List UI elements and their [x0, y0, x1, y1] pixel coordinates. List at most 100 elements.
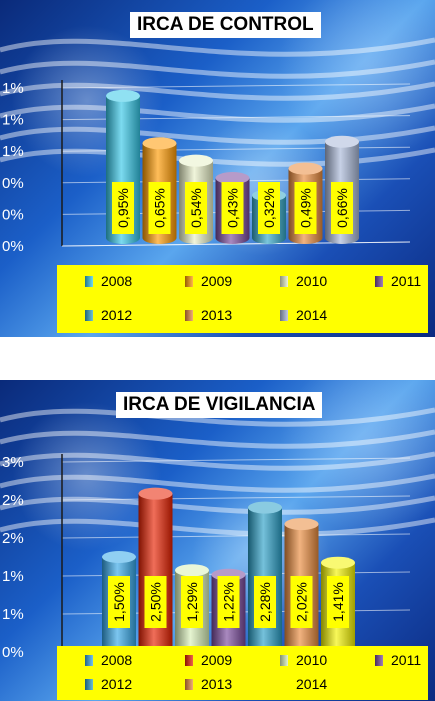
data-label: 1,29%	[184, 582, 200, 622]
bar-2014: 1,41%	[321, 556, 355, 652]
y-tick-label: 1%	[2, 143, 24, 160]
y-tick-label: 2%	[2, 492, 24, 509]
legend-label: 2010	[296, 652, 328, 668]
data-label: 0,95%	[115, 188, 131, 228]
bar-body	[138, 493, 173, 652]
bar-2010: 1,29%	[175, 564, 209, 652]
bar-top	[325, 135, 359, 148]
chart-title-vigilancia: IRCA DE VIGILANCIA	[116, 392, 323, 418]
data-label-box	[294, 182, 317, 234]
bar-2011: 0,43%	[215, 172, 250, 244]
legend-label: 2008	[101, 273, 133, 289]
data-label-box	[148, 182, 171, 234]
legend-control: 2008 2009 2010 2011 2012 2013 2014	[57, 265, 428, 333]
data-label: 1,41%	[330, 582, 346, 622]
y-tick-label: 0%	[2, 206, 24, 223]
y-tick-label: 0%	[2, 238, 24, 255]
bar-2013: 2,02%	[284, 518, 319, 652]
legend-label: 2009	[201, 273, 233, 289]
legend-label: 2011	[391, 652, 422, 668]
bar-top	[175, 564, 209, 577]
legend-label: 2014	[296, 307, 328, 323]
legend-label: 2008	[101, 652, 133, 668]
legend-label: 2009	[201, 652, 233, 668]
legend-item-2011: 2011	[375, 652, 421, 668]
legend-item-2011: 2011	[375, 273, 421, 289]
data-label-box	[181, 576, 203, 628]
legend-swatch-icon	[85, 310, 93, 321]
legend-item-2013: 2013	[185, 307, 232, 323]
bar-2009: 0,65%	[142, 137, 177, 244]
chart-plot-control: 0% 0% 0% 1% 1% 1% 0,95% 0,65% 0,54% 0,43% 0,32% 0,4…	[0, 37, 435, 255]
legend-swatch-icon	[185, 655, 193, 666]
y-tick-label: 1%	[2, 112, 24, 129]
gridline	[61, 533, 411, 539]
chart-title-control: IRCA DE CONTROL	[130, 12, 321, 38]
legend-label: 2013	[201, 676, 233, 692]
background-wave	[0, 517, 435, 537]
chart-panel-vigilancia: 0% 1% 1% 2% 2% 3% 1,50% 2,50% 1,29% 1,22% 2,28% 2,0…	[0, 380, 435, 701]
data-label-box	[217, 576, 240, 628]
data-label-box	[254, 576, 276, 628]
legend-item-2010: 2010	[280, 273, 327, 289]
legend-item-2013: 2013	[185, 676, 232, 692]
bar-2014: 0,66%	[325, 135, 359, 244]
legend-swatch-icon	[280, 310, 288, 321]
gridline	[61, 457, 411, 463]
gridline	[61, 83, 411, 89]
background-wave	[0, 37, 435, 57]
legend-swatch-icon	[280, 276, 288, 287]
background-wave	[0, 81, 435, 101]
background-wave	[0, 59, 435, 79]
legend-swatch-icon	[85, 276, 93, 287]
data-label-box	[327, 576, 349, 628]
data-label: 0,54%	[188, 188, 204, 228]
legend-swatch-icon	[185, 276, 193, 287]
legend-item-2009: 2009	[185, 273, 232, 289]
data-label: 0,32%	[261, 188, 277, 228]
bar-top	[142, 137, 177, 150]
data-label: 0,49%	[298, 188, 314, 228]
legend-swatch-icon	[375, 655, 383, 666]
legend-item-2012: 2012	[85, 307, 132, 323]
legend-swatch-icon	[85, 679, 93, 690]
data-label-box	[185, 182, 207, 234]
legend-label: 2012	[101, 676, 133, 692]
y-tick-label: 0%	[2, 175, 24, 192]
gridline	[61, 495, 411, 501]
data-label-box	[112, 182, 134, 234]
y-tick-label: 1%	[2, 568, 24, 585]
legend-label: 2011	[391, 273, 422, 289]
legend-item-2014: 2014	[280, 676, 327, 692]
data-label: 1,50%	[111, 582, 127, 622]
data-label-box	[144, 576, 167, 628]
bar-2009: 2,50%	[138, 487, 173, 652]
data-label-box	[331, 182, 353, 234]
data-label: 2,28%	[257, 582, 273, 622]
legend-label: 2014	[296, 676, 328, 692]
background-wave	[0, 429, 435, 449]
legend-label: 2010	[296, 273, 328, 289]
y-tick-label: 0%	[2, 644, 24, 661]
data-label: 2,02%	[294, 582, 310, 622]
background-wave	[0, 147, 435, 167]
legend-item-2008: 2008	[85, 273, 132, 289]
bar-top	[321, 556, 355, 569]
legend-swatch-icon	[280, 655, 288, 666]
legend-swatch-icon	[185, 310, 193, 321]
data-label: 0,66%	[334, 188, 350, 228]
legend-item-2009: 2009	[185, 652, 232, 668]
bar-top	[106, 89, 140, 102]
bar-2013: 0,49%	[288, 162, 323, 244]
chart-panel-control: 0% 0% 0% 1% 1% 1% 0,95% 0,65% 0,54% 0,43% 0,32% 0,4…	[0, 0, 435, 337]
bar-top	[102, 551, 136, 563]
legend-item-2008: 2008	[85, 652, 132, 668]
data-label-box	[290, 576, 313, 628]
legend-item-2012: 2012	[85, 676, 132, 692]
bar-2008: 1,50%	[102, 551, 136, 652]
background-wave	[0, 125, 435, 145]
data-label: 2,50%	[148, 582, 164, 622]
y-tick-label: 3%	[2, 454, 24, 471]
y-tick-label: 1%	[2, 80, 24, 97]
background-wave	[0, 103, 435, 123]
